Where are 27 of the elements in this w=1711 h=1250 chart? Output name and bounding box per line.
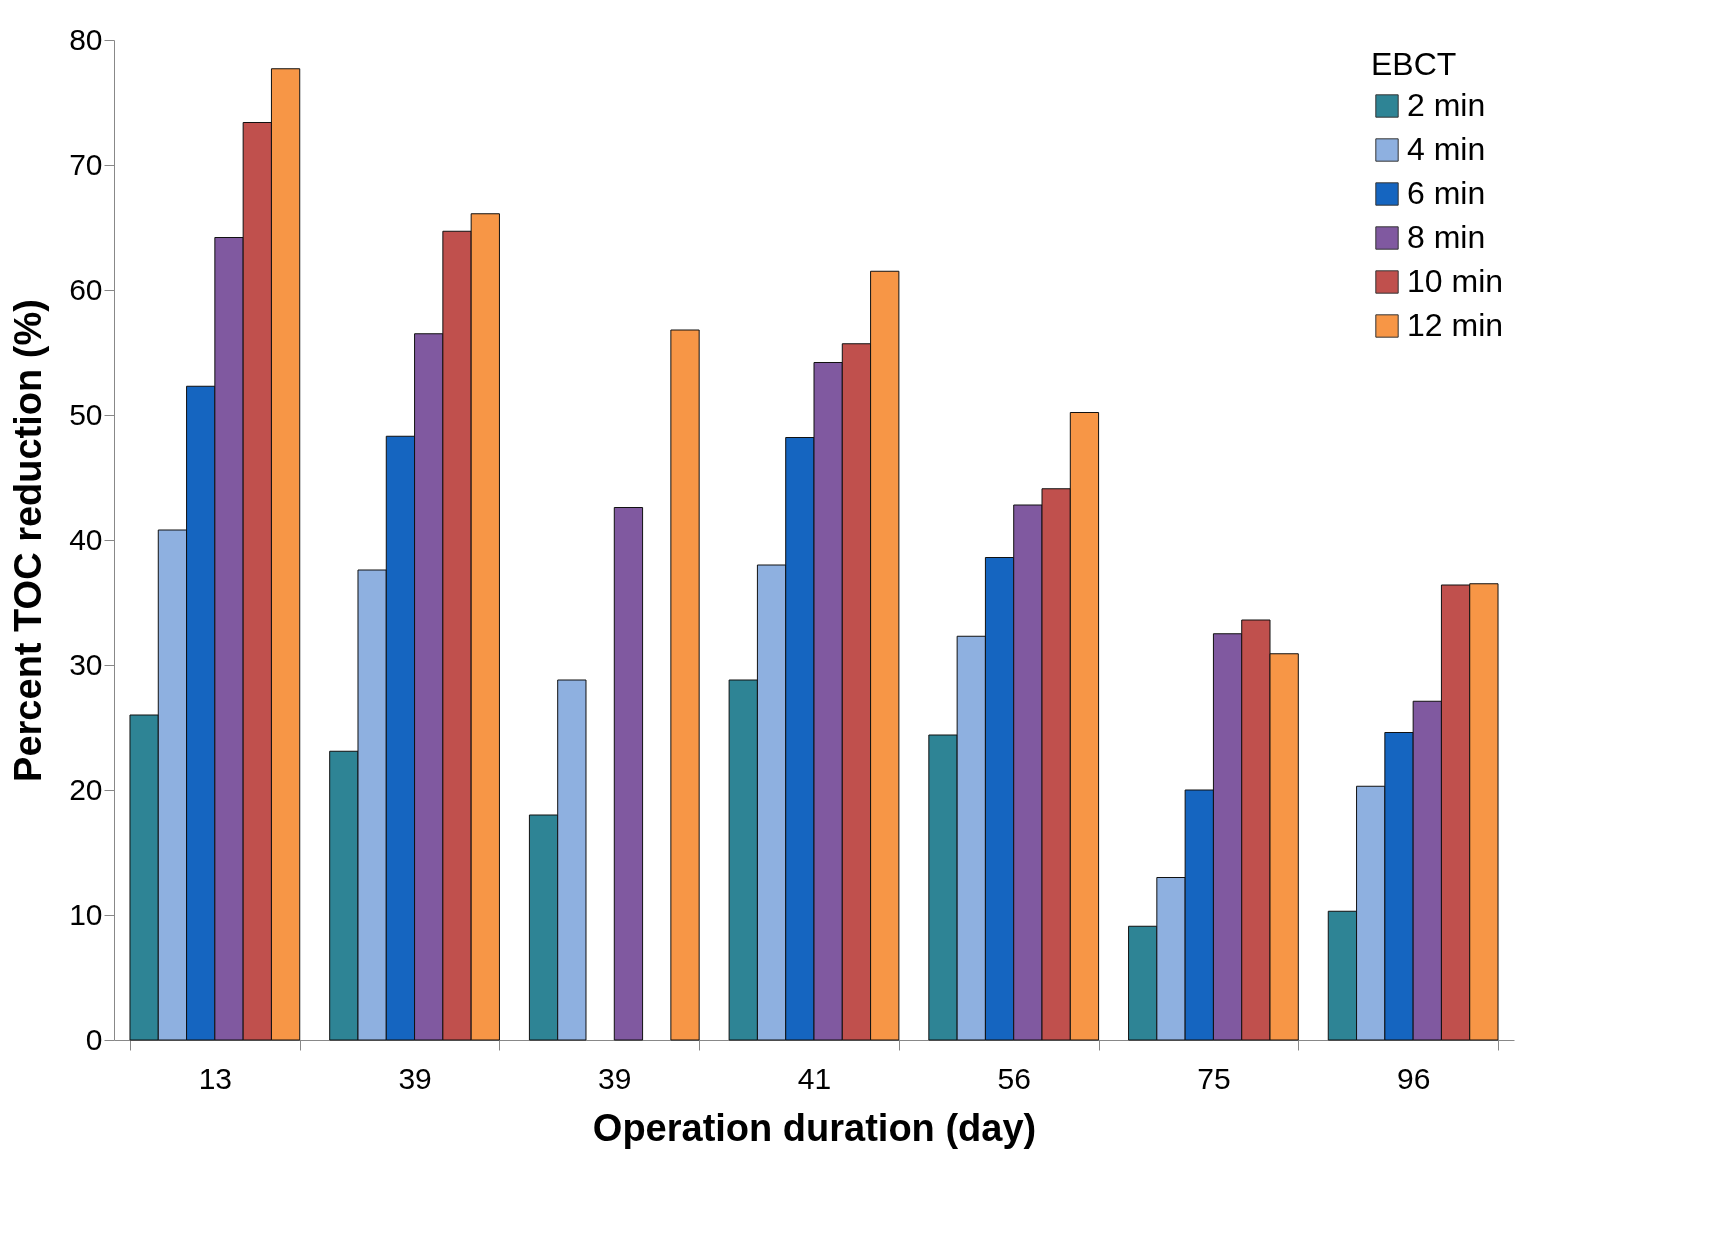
y-tick-label: 40: [69, 522, 103, 556]
y-tick-label: 80: [69, 22, 103, 56]
y-tick-label: 30: [69, 647, 103, 681]
x-tick-label: 13: [198, 1061, 233, 1095]
x-tick-label: 41: [797, 1061, 832, 1095]
y-tick-label: 20: [69, 772, 103, 806]
legend-label: 6 min: [1407, 175, 1486, 211]
legend-label: 10 min: [1407, 263, 1504, 299]
x-tick-label: 56: [997, 1061, 1031, 1095]
x-axis-title: Operation duration (day): [592, 1106, 1037, 1149]
legend-title: EBCT: [1371, 46, 1457, 82]
y-tick-label: 0: [85, 1022, 103, 1056]
y-tick-label: 10: [69, 897, 103, 931]
bar: [670, 329, 700, 1041]
legend-label: 8 min: [1407, 219, 1486, 255]
legend-label: 2 min: [1407, 87, 1486, 123]
legend-label: 4 min: [1407, 131, 1486, 167]
y-tick-label: 70: [69, 147, 103, 181]
bar: [613, 507, 644, 1041]
y-axis-title: Percent TOC reduction (%): [7, 299, 50, 782]
y-tick-label: 50: [69, 397, 103, 431]
x-tick-label: 39: [398, 1061, 432, 1095]
legend-label: 12 min: [1407, 307, 1504, 343]
x-tick-label: 96: [1396, 1061, 1431, 1095]
x-tick-label: 39: [598, 1061, 632, 1095]
y-tick-label: 60: [69, 272, 103, 306]
x-tick-label: 75: [1197, 1061, 1231, 1095]
